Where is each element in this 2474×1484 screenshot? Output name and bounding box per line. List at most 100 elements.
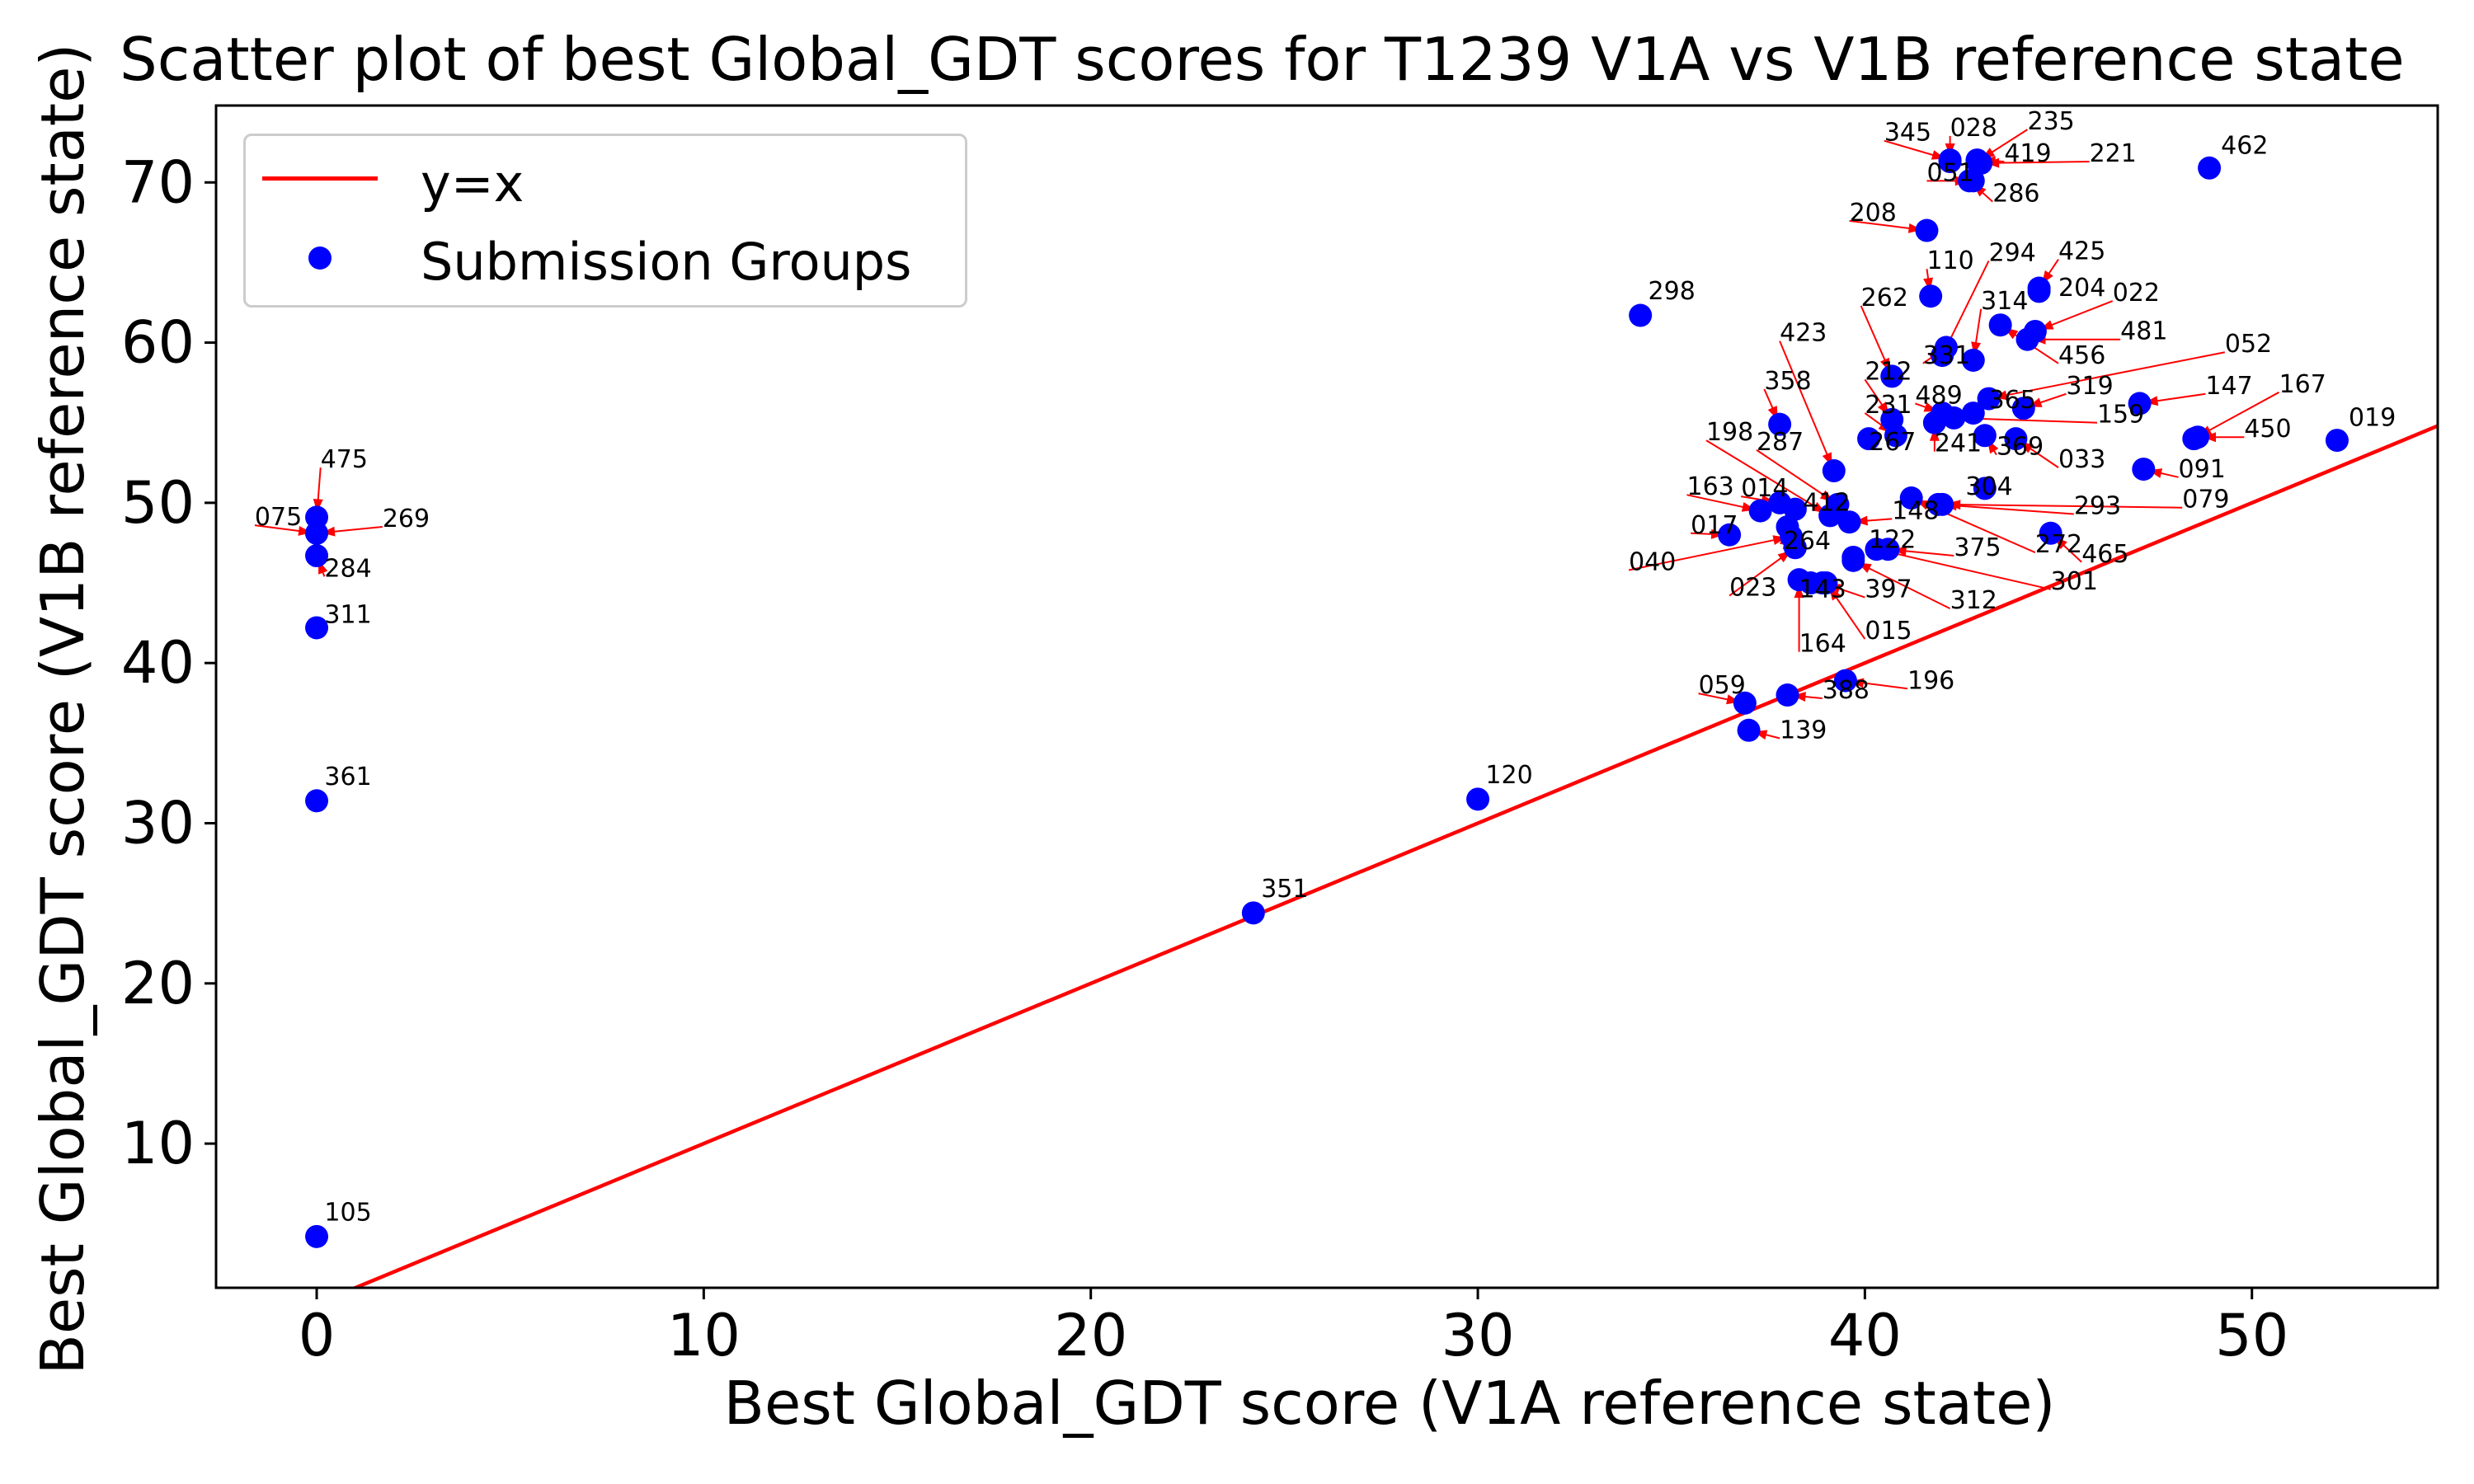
x-tick-label: 10 bbox=[667, 1302, 741, 1369]
annotation-arrowhead bbox=[1907, 223, 1922, 233]
point-label: 375 bbox=[1954, 533, 2001, 562]
point-label: 147 bbox=[2205, 372, 2252, 401]
point-label: 028 bbox=[1950, 114, 1997, 143]
point-label: 122 bbox=[1869, 525, 1916, 554]
reference-line-layer bbox=[350, 424, 2438, 1288]
point-label: 231 bbox=[1865, 391, 1912, 420]
annotation-arrow bbox=[1943, 504, 2074, 515]
point-label: 269 bbox=[383, 505, 430, 533]
data-point bbox=[1988, 313, 2012, 337]
data-point bbox=[2011, 397, 2035, 420]
data-point bbox=[1810, 571, 1834, 595]
data-point bbox=[2128, 392, 2152, 416]
point-label: 198 bbox=[1706, 418, 1753, 447]
point-label: 301 bbox=[2051, 567, 2098, 596]
annotation-arrow bbox=[1986, 161, 2090, 164]
chart-title: Scatter plot of best Global_GDT scores f… bbox=[120, 25, 2405, 94]
point-label: 221 bbox=[2090, 139, 2137, 168]
point-labels-layer: 475 075 269 284 311 361 105 351 120 298 019 462 059 1… bbox=[255, 107, 2396, 1227]
data-point bbox=[1841, 545, 1865, 569]
point-label: 284 bbox=[324, 554, 371, 583]
point-label: 311 bbox=[324, 601, 371, 630]
point-label: 014 bbox=[1741, 474, 1788, 503]
data-point bbox=[1241, 901, 1265, 925]
annotation-arrowhead bbox=[1710, 528, 1725, 539]
points-layer bbox=[305, 148, 2349, 1248]
annotation-arrow bbox=[1756, 448, 1835, 503]
x-tick-label: 0 bbox=[299, 1302, 336, 1369]
point-label: 456 bbox=[2058, 341, 2105, 370]
point-label: 287 bbox=[1757, 428, 1804, 457]
data-point bbox=[1776, 515, 1799, 539]
point-label: 167 bbox=[2279, 370, 2326, 399]
point-label: 423 bbox=[1780, 319, 1827, 348]
y-tick-label: 50 bbox=[121, 469, 195, 537]
data-point bbox=[1783, 497, 1807, 521]
legend-points-label: Submission Groups bbox=[421, 232, 912, 292]
legend-line-label: y=x bbox=[421, 153, 524, 214]
point-label: 481 bbox=[2120, 317, 2167, 346]
data-point bbox=[1973, 477, 1997, 500]
point-label: 267 bbox=[1869, 428, 1916, 457]
point-label: 196 bbox=[1907, 666, 1954, 695]
data-point bbox=[1629, 303, 1653, 327]
data-point bbox=[1958, 169, 1982, 193]
data-point bbox=[1733, 691, 1757, 715]
annotation-arrow bbox=[1628, 536, 1787, 571]
y-axis-label: Best Global_GDT score (V1B reference sta… bbox=[28, 43, 97, 1375]
point-label: 143 bbox=[1799, 575, 1846, 604]
x-axis-label-wrap: Best Global_GDT score (V1A reference sta… bbox=[0, 1369, 2474, 1438]
data-point bbox=[2039, 521, 2062, 545]
point-label: 462 bbox=[2221, 131, 2268, 160]
annotation-arrowhead bbox=[1986, 157, 2000, 168]
data-point bbox=[1833, 669, 1857, 693]
data-point bbox=[1961, 402, 1985, 425]
data-point bbox=[2132, 458, 2156, 481]
legend-item-line: y=x bbox=[246, 150, 965, 214]
point-label: 369 bbox=[1997, 433, 2044, 462]
legend: y=x Submission Groups bbox=[243, 134, 967, 308]
point-label: 091 bbox=[2179, 455, 2226, 484]
point-label: 365 bbox=[1989, 386, 2036, 415]
data-point bbox=[1899, 486, 1923, 510]
x-tick-label: 30 bbox=[1442, 1302, 1515, 1369]
data-point bbox=[2023, 319, 2047, 343]
y-tick-label: 10 bbox=[121, 1110, 195, 1177]
data-point bbox=[1880, 364, 1904, 388]
data-point bbox=[1466, 787, 1490, 811]
annotation-arrow bbox=[1857, 561, 1951, 610]
data-point bbox=[305, 521, 329, 545]
point-label: 319 bbox=[2066, 372, 2113, 401]
x-tick-label: 20 bbox=[1054, 1302, 1127, 1369]
y-axis-ticks: 10 20 30 40 50 60 70 bbox=[121, 148, 216, 1177]
point-label: 208 bbox=[1850, 199, 1897, 228]
point-label: 358 bbox=[1764, 367, 1811, 396]
point-label: 397 bbox=[1865, 575, 1912, 604]
annotation-arrowhead bbox=[1792, 692, 1806, 702]
point-label: 419 bbox=[2004, 139, 2051, 168]
point-label: 120 bbox=[1485, 761, 1532, 790]
point-label: 052 bbox=[2225, 330, 2272, 359]
point-label: 314 bbox=[1981, 287, 2028, 316]
point-label: 079 bbox=[2182, 486, 2229, 514]
point-label: 164 bbox=[1799, 630, 1846, 659]
point-label: 033 bbox=[2058, 445, 2105, 474]
data-point bbox=[1748, 499, 1772, 523]
point-label: 262 bbox=[1861, 284, 1908, 312]
point-label: 304 bbox=[1965, 472, 2012, 501]
data-point bbox=[2186, 425, 2210, 449]
data-point bbox=[1826, 492, 1850, 516]
point-label: 022 bbox=[2113, 279, 2160, 308]
point-label: 159 bbox=[2097, 401, 2144, 430]
data-point bbox=[1969, 151, 1993, 175]
data-point bbox=[1938, 150, 1962, 174]
point-label: 475 bbox=[321, 445, 368, 474]
data-point bbox=[2198, 156, 2222, 180]
annotation-arrow bbox=[1993, 351, 2226, 399]
point-label: 023 bbox=[1729, 574, 1776, 603]
annotation-arrowhead bbox=[321, 526, 336, 537]
point-label: 204 bbox=[2058, 274, 2105, 303]
point-label: 489 bbox=[1915, 381, 1962, 410]
point-label: 235 bbox=[2028, 107, 2075, 136]
data-point bbox=[1822, 459, 1846, 483]
